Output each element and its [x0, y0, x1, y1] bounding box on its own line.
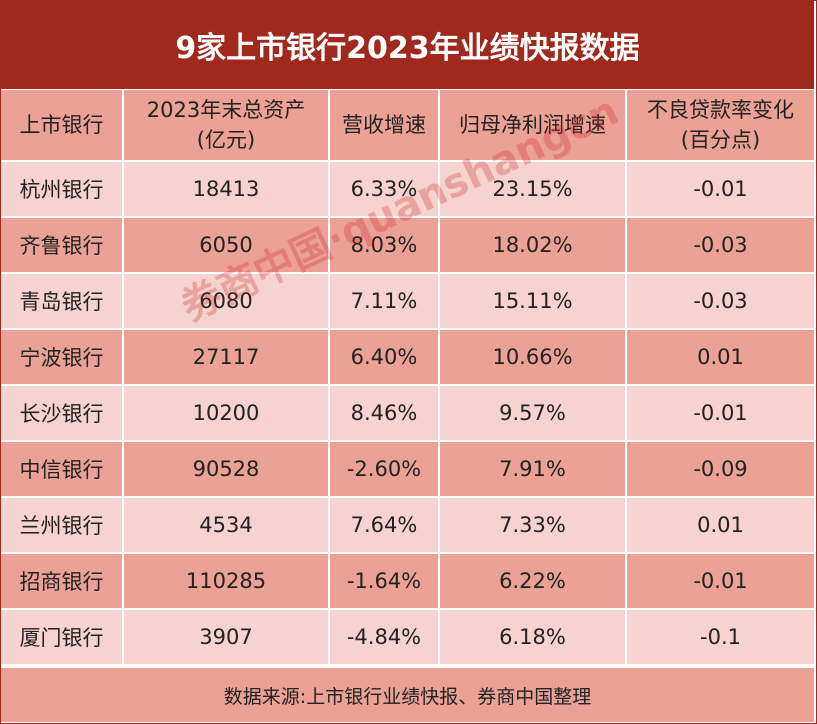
cell-revenue-growth: 8.03% [330, 218, 440, 274]
cell-npl-change: -0.01 [627, 162, 814, 218]
cell-revenue-growth: 7.64% [330, 498, 440, 554]
cell-revenue-growth: 6.40% [330, 330, 440, 386]
table-row: 招商银行 110285 -1.64% 6.22% -0.01 [1, 554, 814, 610]
table-row: 齐鲁银行 6050 8.03% 18.02% -0.03 [1, 218, 814, 274]
header-net-profit-growth: 归母净利润增速 [440, 90, 627, 162]
cell-npl-change: 0.01 [627, 330, 814, 386]
cell-net-profit-growth: 9.57% [440, 386, 627, 442]
cell-bank: 招商银行 [1, 554, 124, 610]
cell-total-assets: 6080 [124, 274, 330, 330]
cell-npl-change: -0.01 [627, 554, 814, 610]
cell-total-assets: 10200 [124, 386, 330, 442]
cell-net-profit-growth: 7.33% [440, 498, 627, 554]
cell-bank: 青岛银行 [1, 274, 124, 330]
cell-total-assets: 110285 [124, 554, 330, 610]
cell-net-profit-growth: 15.11% [440, 274, 627, 330]
header-total-assets: 2023年末总资产 (亿元) [124, 90, 330, 162]
cell-revenue-growth: 6.33% [330, 162, 440, 218]
cell-npl-change: -0.03 [627, 274, 814, 330]
cell-net-profit-growth: 18.02% [440, 218, 627, 274]
cell-revenue-growth: 8.46% [330, 386, 440, 442]
cell-revenue-growth: 7.11% [330, 274, 440, 330]
cell-total-assets: 18413 [124, 162, 330, 218]
cell-total-assets: 27117 [124, 330, 330, 386]
table-row: 厦门银行 3907 -4.84% 6.18% -0.1 [1, 610, 814, 666]
cell-total-assets: 6050 [124, 218, 330, 274]
cell-bank: 兰州银行 [1, 498, 124, 554]
table-row: 宁波银行 27117 6.40% 10.66% 0.01 [1, 330, 814, 386]
table-row: 兰州银行 4534 7.64% 7.33% 0.01 [1, 498, 814, 554]
cell-bank: 杭州银行 [1, 162, 124, 218]
table-row: 中信银行 90528 -2.60% 7.91% -0.09 [1, 442, 814, 498]
cell-total-assets: 90528 [124, 442, 330, 498]
cell-net-profit-growth: 6.22% [440, 554, 627, 610]
table-header-row: 上市银行 2023年末总资产 (亿元) 营收增速 归母净利润增速 不良贷款率变化(… [1, 90, 814, 162]
page-title: 9家上市银行2023年业绩快报数据 [1, 1, 814, 89]
cell-total-assets: 3907 [124, 610, 330, 666]
header-bank: 上市银行 [1, 90, 124, 162]
cell-revenue-growth: -1.64% [330, 554, 440, 610]
cell-net-profit-growth: 23.15% [440, 162, 627, 218]
cell-npl-change: -0.09 [627, 442, 814, 498]
cell-net-profit-growth: 10.66% [440, 330, 627, 386]
cell-bank: 中信银行 [1, 442, 124, 498]
cell-bank: 齐鲁银行 [1, 218, 124, 274]
cell-npl-change: -0.03 [627, 218, 814, 274]
cell-total-assets: 4534 [124, 498, 330, 554]
header-npl-change: 不良贷款率变化 (百分点) [627, 90, 814, 162]
table-row: 杭州银行 18413 6.33% 23.15% -0.01 [1, 162, 814, 218]
cell-bank: 长沙银行 [1, 386, 124, 442]
cell-net-profit-growth: 6.18% [440, 610, 627, 666]
data-source-footer: 数据来源:上市银行业绩快报、券商中国整理 [1, 668, 814, 722]
cell-npl-change: -0.01 [627, 386, 814, 442]
cell-npl-change: 0.01 [627, 498, 814, 554]
cell-revenue-growth: -4.84% [330, 610, 440, 666]
cell-npl-change: -0.1 [627, 610, 814, 666]
cell-revenue-growth: -2.60% [330, 442, 440, 498]
cell-bank: 宁波银行 [1, 330, 124, 386]
header-revenue-growth: 营收增速 [330, 90, 440, 162]
table-row: 青岛银行 6080 7.11% 15.11% -0.03 [1, 274, 814, 330]
cell-net-profit-growth: 7.91% [440, 442, 627, 498]
cell-bank: 厦门银行 [1, 610, 124, 666]
bank-performance-table: 上市银行 2023年末总资产 (亿元) 营收增速 归母净利润增速 不良贷款率变化(… [1, 90, 814, 666]
table-row: 长沙银行 10200 8.46% 9.57% -0.01 [1, 386, 814, 442]
